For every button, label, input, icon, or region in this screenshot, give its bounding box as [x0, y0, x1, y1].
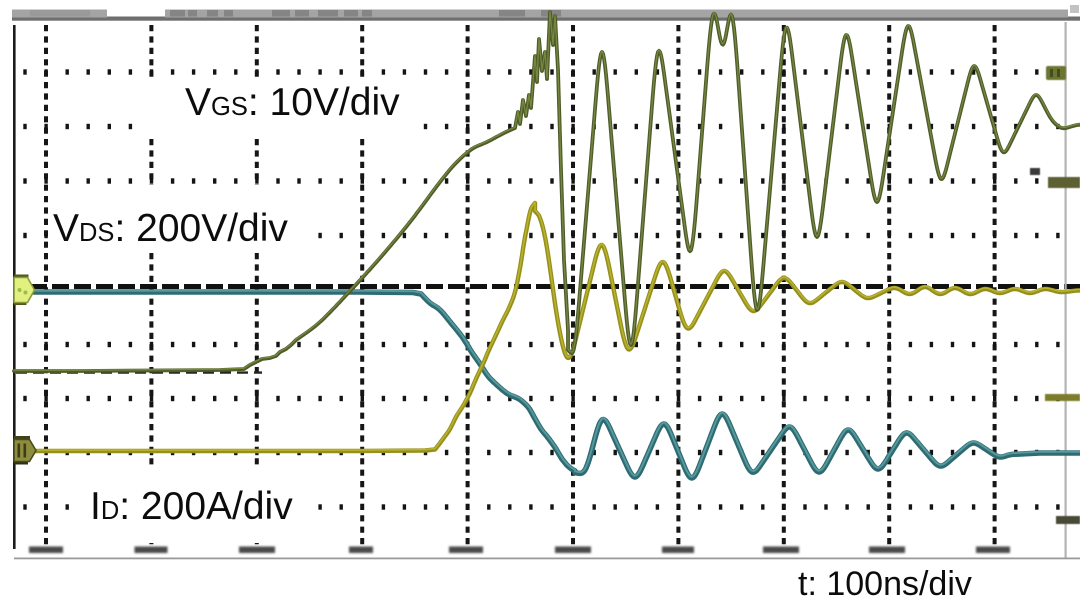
- svg-text:t: 100ns/div: t: 100ns/div: [798, 565, 972, 603]
- svg-text:ID: 200A/div: ID: 200A/div: [90, 485, 293, 528]
